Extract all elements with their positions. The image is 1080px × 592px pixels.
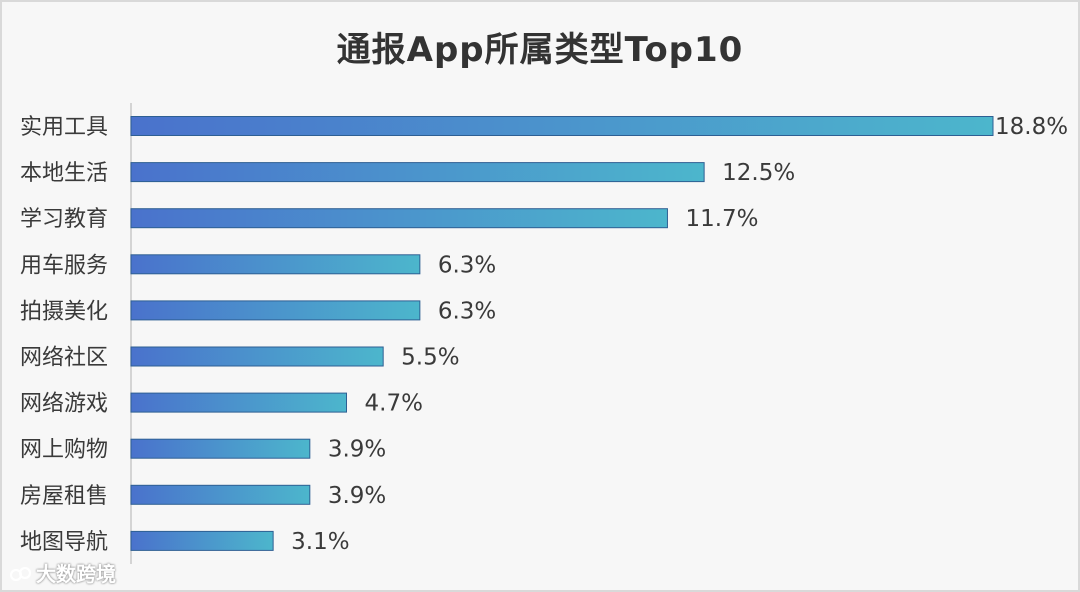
data-label: 3.9%	[328, 483, 386, 509]
chart-title: 通报App所属类型Top10	[336, 30, 744, 70]
bar	[130, 300, 421, 321]
bar	[130, 438, 311, 459]
category-label: 本地生活	[20, 161, 108, 186]
category-label: 实用工具	[20, 115, 108, 140]
watermark: 大数跨境	[10, 558, 116, 587]
data-label: 3.9%	[328, 437, 386, 463]
bar	[130, 208, 668, 229]
bar	[130, 530, 274, 551]
data-label: 5.5%	[401, 345, 459, 371]
bar	[130, 484, 311, 505]
bar	[130, 392, 347, 413]
category-label: 地图导航	[20, 530, 108, 555]
category-label: 学习教育	[20, 207, 108, 232]
data-label: 6.3%	[438, 298, 496, 324]
brand-logo-icon	[10, 566, 32, 582]
category-label: 网络游戏	[20, 392, 108, 417]
category-label: 用车服务	[20, 253, 108, 278]
bar	[130, 162, 705, 183]
data-label: 3.1%	[291, 529, 349, 555]
data-label: 11.7%	[685, 206, 758, 232]
bar	[130, 254, 421, 275]
bar	[130, 346, 384, 367]
data-label: 4.7%	[365, 391, 423, 417]
watermark-text: 大数跨境	[36, 562, 116, 586]
category-label: 拍摄美化	[20, 299, 108, 324]
bar	[130, 116, 994, 136]
category-label: 房屋租售	[20, 484, 108, 509]
data-label: 18.8%	[995, 114, 1068, 140]
data-label: 12.5%	[722, 160, 795, 186]
data-label: 6.3%	[438, 252, 496, 278]
category-label: 网络社区	[20, 346, 108, 371]
category-label: 网上购物	[20, 438, 108, 463]
